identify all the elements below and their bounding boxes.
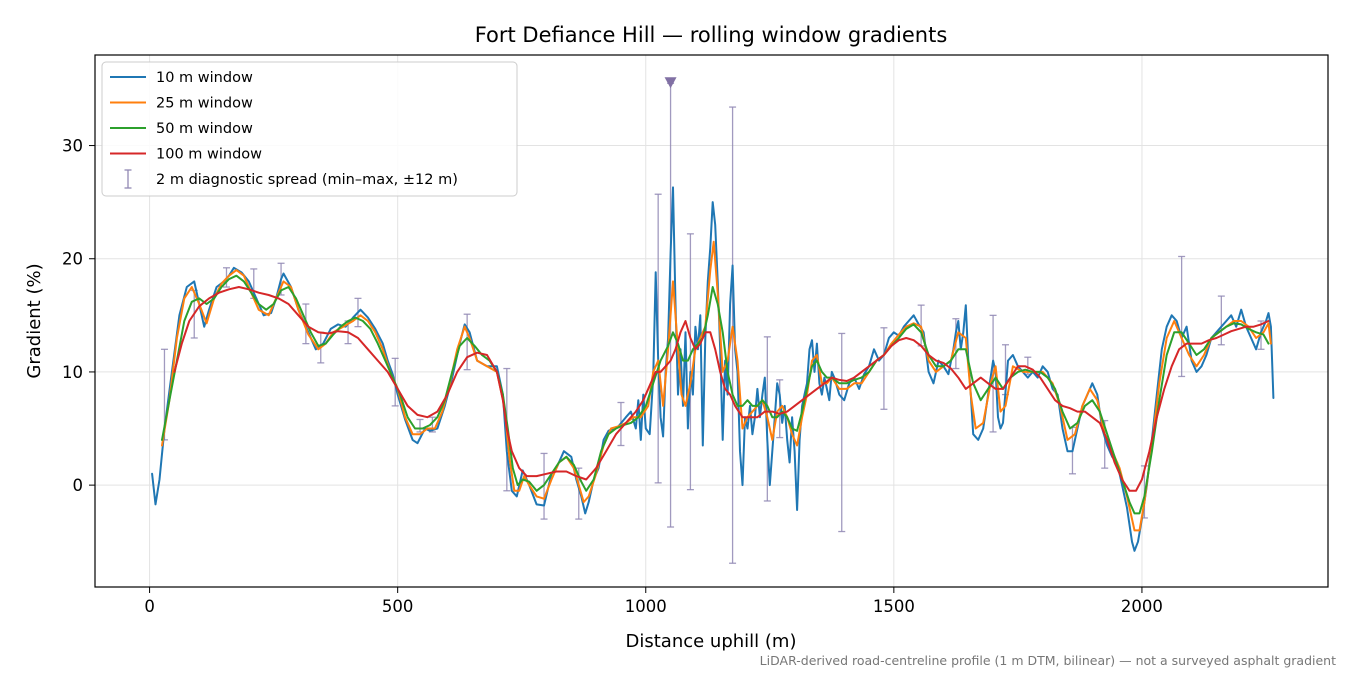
y-tick-label: 20 — [62, 250, 83, 269]
legend-label: 50 m window — [156, 121, 253, 137]
legend-box — [101, 61, 518, 197]
y-tick-label: 0 — [73, 476, 84, 495]
x-tick-label: 500 — [382, 597, 414, 616]
series-line-4 — [173, 286, 1270, 492]
x-axis-label: Distance uphill (m) — [626, 631, 797, 652]
legend-label: 10 m window — [156, 70, 253, 86]
x-tick-label: 2000 — [1121, 597, 1163, 616]
chart-title: Fort Defiance Hill — rolling window grad… — [475, 23, 948, 47]
errorbar — [416, 418, 424, 433]
series-line-3 — [161, 274, 1270, 515]
errorbar — [880, 327, 888, 410]
x-tick-label: 1500 — [873, 597, 915, 616]
errorbar — [838, 332, 846, 533]
errorbar — [729, 106, 737, 564]
x-tick-label: 1000 — [625, 597, 667, 616]
peak-marker-layer — [664, 77, 677, 89]
x-tick-label: 0 — [144, 597, 155, 616]
axes: 0 500 1000 1500 2000 0 10 20 30 — [62, 137, 1163, 616]
peak-marker — [664, 77, 677, 89]
legend-label: 25 m window — [156, 96, 253, 112]
line-series — [151, 186, 1275, 552]
footnote: LiDAR-derived road-centreline profile (1… — [760, 653, 1336, 668]
y-axis-label: Gradient (%) — [24, 263, 45, 378]
y-tick-label: 30 — [62, 137, 83, 156]
errorbar — [463, 313, 471, 371]
y-tick-label: 10 — [62, 363, 83, 382]
series-line-2 — [161, 240, 1272, 532]
plot-frame — [94, 54, 1329, 588]
legend-label: 100 m window — [156, 147, 262, 163]
legend-label: 2 m diagnostic spread (min–max, ±12 m) — [156, 172, 458, 188]
errorbar — [686, 233, 694, 491]
legend: 10 m window 25 m window 50 m window 100 m w… — [101, 61, 518, 197]
errorbar — [1178, 255, 1186, 378]
